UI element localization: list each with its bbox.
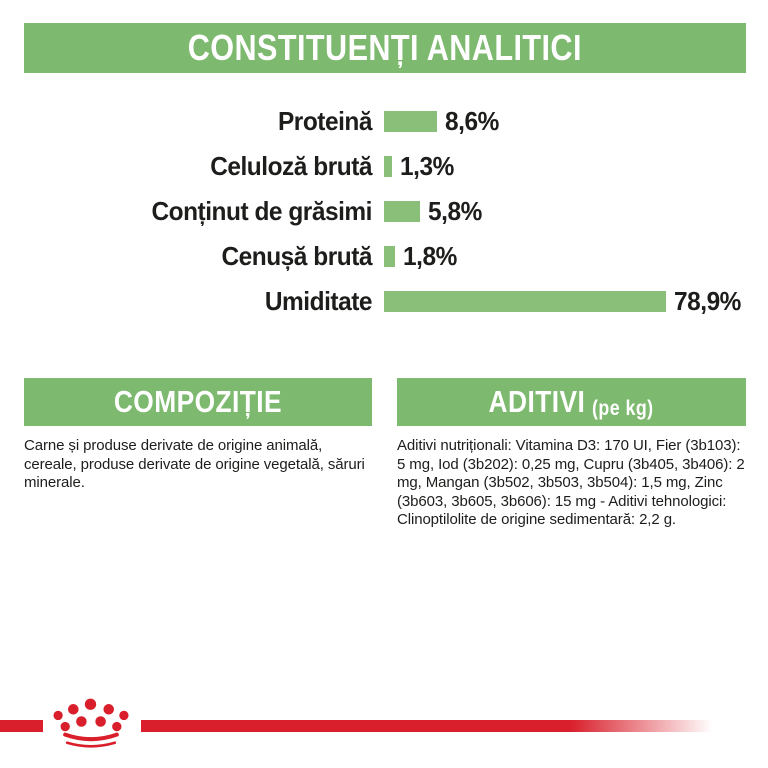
additives-title: ADITIVI — [489, 384, 586, 419]
chart-category-label: Umiditate — [264, 286, 373, 316]
brand-red-band-left — [0, 720, 43, 732]
chart-value-label: 1,8% — [403, 241, 457, 271]
chart-row: Conținut de grăsimi 5,8% — [24, 189, 746, 234]
chart-value-label: 5,8% — [428, 196, 482, 226]
chart-row: Celuloză brută 1,3% — [24, 144, 746, 189]
chart-row: Cenușă brută 1,8% — [24, 234, 746, 279]
additives-text: Aditivi nutriționali: Vitamina D3: 170 U… — [397, 437, 745, 528]
chart-row: Proteină 8,6% — [24, 99, 746, 144]
royal-canin-crown-logo — [53, 698, 129, 748]
chart-bar — [384, 291, 666, 312]
composition-title: COMPOZIȚIE — [113, 384, 283, 419]
chart-bar — [384, 246, 395, 267]
composition-banner: COMPOZIȚIE — [24, 378, 372, 426]
brand-red-band-right — [141, 720, 713, 732]
composition-section: COMPOZIȚIE Carne și produse derivate de … — [24, 378, 372, 493]
chart-value-label: 78,9% — [674, 286, 741, 316]
chart-row: Umiditate 78,9% — [24, 279, 746, 324]
chart-value-label: 1,3% — [400, 151, 454, 181]
chart-category-label: Celuloză brută — [210, 151, 372, 181]
chart-category-label: Proteină — [277, 106, 372, 136]
chart-category-label: Conținut de grăsimi — [151, 196, 372, 226]
additives-banner: ADITIVI (pe kg) — [397, 378, 746, 426]
page-title: CONSTITUENȚI ANALITICI — [187, 27, 583, 68]
chart-bar — [384, 156, 392, 177]
composition-text: Carne și produse derivate de origine ani… — [24, 437, 365, 491]
chart-bar — [384, 201, 420, 222]
brand-footer — [0, 690, 768, 768]
chart-value-label: 8,6% — [445, 106, 499, 136]
analytical-constituents-bar-chart: Proteină 8,6% Celuloză brută 1,3% Conținut d… — [24, 99, 746, 324]
additives-section: ADITIVI (pe kg) Aditivi nutriționali: Vit… — [397, 378, 746, 530]
chart-category-label: Cenușă brută — [221, 241, 372, 271]
additives-title-suffix: (pe kg) — [592, 397, 654, 420]
chart-bar — [384, 111, 437, 132]
analytical-constituents-banner: CONSTITUENȚI ANALITICI — [24, 23, 746, 73]
additives-title-wrap: ADITIVI (pe kg) — [489, 384, 654, 420]
